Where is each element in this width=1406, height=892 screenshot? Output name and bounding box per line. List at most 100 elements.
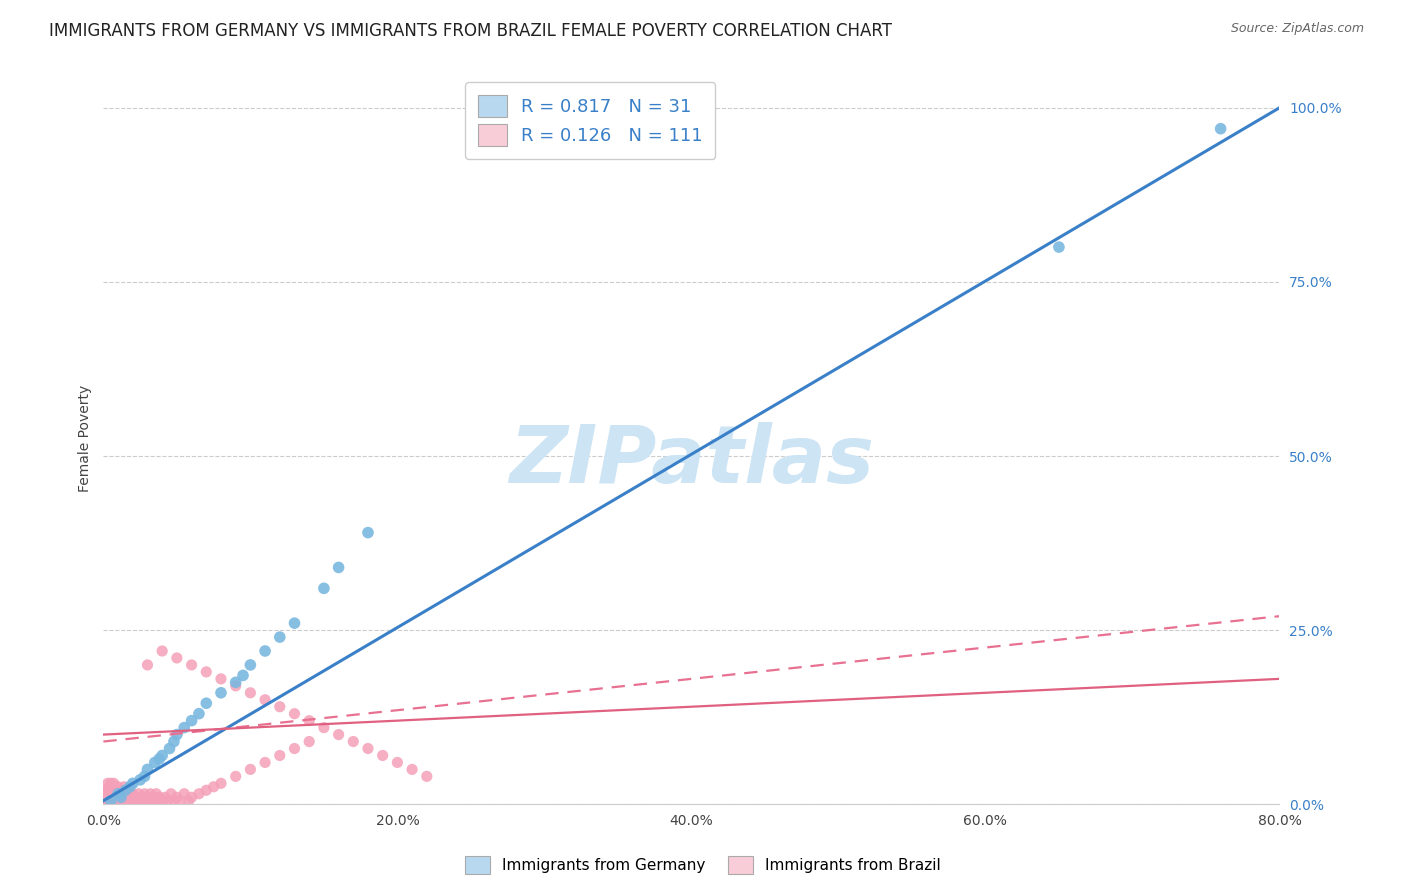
Point bbox=[166, 728, 188, 742]
Point bbox=[173, 721, 195, 735]
Point bbox=[107, 780, 129, 794]
Point bbox=[312, 582, 335, 596]
Point bbox=[269, 748, 291, 763]
Point bbox=[328, 560, 350, 574]
Point bbox=[187, 787, 209, 801]
Point bbox=[163, 794, 186, 808]
Point bbox=[239, 657, 262, 672]
Point bbox=[202, 780, 225, 794]
Point bbox=[143, 794, 166, 808]
Point bbox=[371, 748, 394, 763]
Point bbox=[357, 741, 380, 756]
Point bbox=[160, 787, 183, 801]
Point bbox=[103, 776, 125, 790]
Point bbox=[110, 790, 132, 805]
Point bbox=[105, 783, 128, 797]
Point bbox=[97, 790, 120, 805]
Point bbox=[180, 790, 202, 805]
Point bbox=[118, 794, 141, 808]
Point bbox=[312, 721, 335, 735]
Point bbox=[114, 794, 136, 808]
Point bbox=[132, 794, 155, 808]
Point bbox=[104, 780, 127, 794]
Point bbox=[114, 783, 136, 797]
Point bbox=[225, 675, 247, 690]
Point bbox=[104, 794, 127, 808]
Point bbox=[107, 794, 129, 808]
Point bbox=[107, 790, 129, 805]
Point bbox=[110, 794, 132, 808]
Point bbox=[129, 772, 152, 787]
Point bbox=[143, 756, 166, 770]
Point bbox=[136, 657, 159, 672]
Point bbox=[195, 696, 218, 710]
Point bbox=[254, 756, 277, 770]
Point bbox=[112, 780, 135, 794]
Point bbox=[103, 794, 125, 808]
Point bbox=[150, 794, 173, 808]
Point bbox=[153, 790, 176, 805]
Point bbox=[209, 776, 232, 790]
Point bbox=[180, 714, 202, 728]
Point bbox=[357, 525, 380, 540]
Point bbox=[416, 769, 439, 783]
Point bbox=[283, 706, 305, 721]
Point bbox=[401, 763, 423, 777]
Point bbox=[115, 787, 138, 801]
Point bbox=[166, 651, 188, 665]
Point bbox=[97, 776, 120, 790]
Legend: R = 0.817   N = 31, R = 0.126   N = 111: R = 0.817 N = 31, R = 0.126 N = 111 bbox=[465, 82, 716, 159]
Point bbox=[209, 672, 232, 686]
Point bbox=[142, 790, 165, 805]
Point bbox=[98, 787, 121, 801]
Point bbox=[195, 665, 218, 679]
Point bbox=[180, 657, 202, 672]
Point bbox=[97, 783, 120, 797]
Point bbox=[134, 787, 156, 801]
Point bbox=[96, 783, 118, 797]
Point bbox=[96, 794, 118, 808]
Point bbox=[283, 616, 305, 631]
Legend: Immigrants from Germany, Immigrants from Brazil: Immigrants from Germany, Immigrants from… bbox=[460, 850, 946, 880]
Point bbox=[100, 783, 122, 797]
Point bbox=[166, 790, 188, 805]
Point bbox=[107, 787, 129, 801]
Point bbox=[150, 644, 173, 658]
Point bbox=[298, 734, 321, 748]
Point bbox=[163, 734, 186, 748]
Point bbox=[173, 787, 195, 801]
Text: IMMIGRANTS FROM GERMANY VS IMMIGRANTS FROM BRAZIL FEMALE POVERTY CORRELATION CHA: IMMIGRANTS FROM GERMANY VS IMMIGRANTS FR… bbox=[49, 22, 893, 40]
Point bbox=[98, 780, 121, 794]
Point bbox=[254, 644, 277, 658]
Point bbox=[169, 794, 191, 808]
Text: Source: ZipAtlas.com: Source: ZipAtlas.com bbox=[1230, 22, 1364, 36]
Point bbox=[125, 790, 148, 805]
Point bbox=[157, 794, 180, 808]
Point bbox=[148, 752, 170, 766]
Point bbox=[111, 794, 134, 808]
Point bbox=[135, 794, 157, 808]
Point bbox=[120, 794, 142, 808]
Point bbox=[127, 794, 149, 808]
Point bbox=[239, 763, 262, 777]
Point bbox=[283, 741, 305, 756]
Point bbox=[148, 790, 170, 805]
Point bbox=[129, 794, 152, 808]
Point bbox=[209, 686, 232, 700]
Point bbox=[128, 787, 150, 801]
Point bbox=[136, 763, 159, 777]
Point bbox=[159, 741, 181, 756]
Point bbox=[118, 783, 141, 797]
Point bbox=[101, 780, 124, 794]
Point bbox=[139, 787, 162, 801]
Point bbox=[112, 794, 135, 808]
Point bbox=[118, 780, 141, 794]
Point bbox=[225, 679, 247, 693]
Point bbox=[225, 769, 247, 783]
Point bbox=[94, 794, 117, 808]
Y-axis label: Female Poverty: Female Poverty bbox=[79, 385, 93, 492]
Point bbox=[117, 794, 139, 808]
Point bbox=[1209, 121, 1232, 136]
Point bbox=[100, 790, 122, 805]
Point bbox=[195, 783, 218, 797]
